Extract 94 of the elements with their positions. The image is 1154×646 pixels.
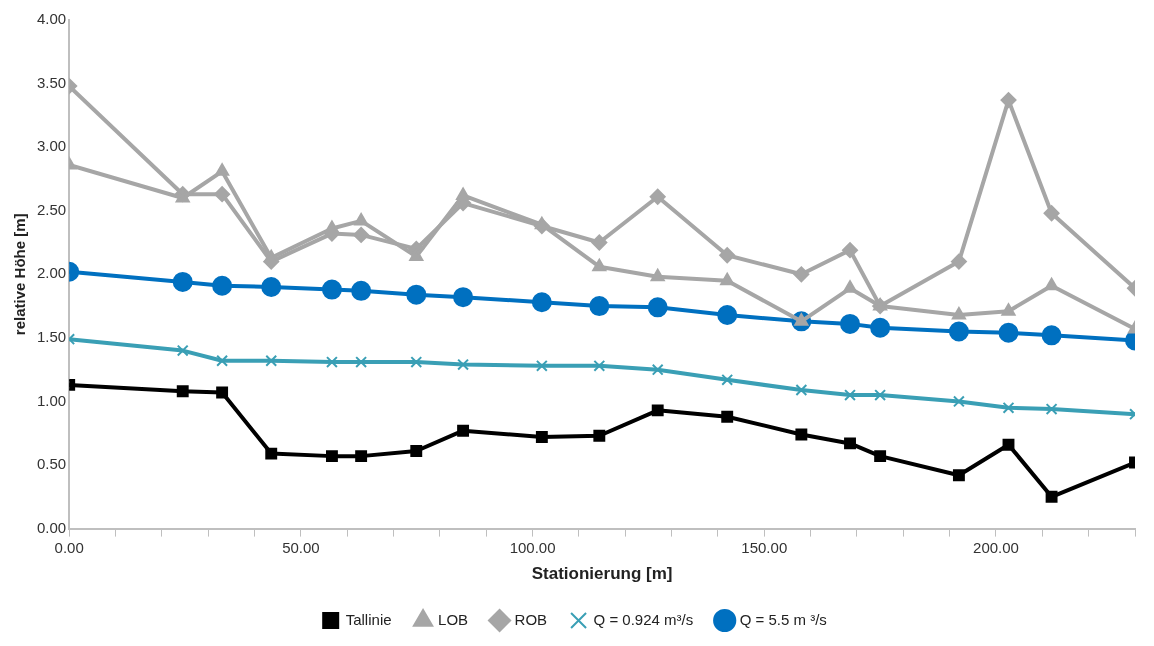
point	[721, 410, 734, 423]
point	[1043, 205, 1060, 222]
point	[324, 220, 339, 234]
y-tick-label: 0.50	[36, 455, 67, 473]
x-axis-title: Stationierung [m]	[531, 564, 673, 584]
point	[719, 247, 736, 264]
point	[842, 280, 858, 293]
x-tick-label: 150.00	[741, 538, 788, 556]
point	[952, 395, 965, 408]
point	[1000, 92, 1017, 109]
point	[410, 445, 423, 457]
point	[1045, 490, 1058, 503]
point	[952, 469, 965, 482]
point	[651, 404, 664, 417]
point	[874, 389, 887, 402]
point	[870, 317, 891, 338]
point	[410, 356, 423, 368]
legend-label: Tallinie	[345, 610, 392, 628]
point	[456, 187, 471, 200]
point	[265, 447, 278, 460]
point	[216, 354, 229, 367]
point	[649, 188, 666, 205]
point	[531, 292, 552, 313]
point	[457, 424, 470, 437]
point	[650, 268, 665, 282]
point	[844, 389, 856, 402]
point	[874, 450, 887, 463]
point	[215, 163, 230, 176]
point	[325, 450, 338, 463]
y-tick-label: 4.00	[36, 10, 67, 28]
point	[1041, 325, 1062, 346]
point	[592, 258, 607, 272]
point	[717, 304, 738, 325]
point	[589, 296, 610, 317]
point	[951, 306, 966, 320]
y-tick-label: 1.00	[36, 391, 67, 409]
point	[842, 242, 859, 259]
point	[172, 271, 193, 292]
point	[535, 431, 548, 443]
point	[948, 321, 969, 342]
y-tick-label: 0.00	[36, 518, 67, 536]
legend-label: Q = 0.924 m³/s	[593, 610, 694, 628]
point	[321, 279, 342, 300]
point	[873, 298, 888, 311]
point	[593, 359, 606, 372]
legend-label: Q = 5.5 m ³/s	[739, 610, 827, 628]
point	[591, 234, 608, 251]
point	[721, 373, 734, 386]
point	[1045, 403, 1058, 416]
x-tick-label: 100.00	[509, 538, 556, 556]
point	[176, 344, 189, 357]
point	[1002, 401, 1015, 414]
point	[355, 356, 368, 368]
point	[354, 212, 369, 226]
y-tick-label: 3.50	[36, 73, 67, 91]
point	[176, 385, 189, 398]
point	[261, 277, 282, 298]
point	[1001, 303, 1016, 316]
y-tick-label: 3.00	[36, 137, 67, 155]
point	[265, 354, 278, 367]
point	[795, 428, 808, 441]
point	[453, 287, 474, 308]
point	[720, 272, 735, 286]
y-tick-label: 1.50	[36, 328, 67, 346]
point	[998, 322, 1019, 343]
x-tick-label: 50.00	[282, 538, 320, 556]
x-tick-label: 200.00	[973, 538, 1019, 556]
legend-label: ROB	[514, 610, 548, 628]
point	[535, 359, 548, 372]
point	[325, 356, 338, 368]
y-tick-label: 2.00	[36, 264, 67, 282]
y-tick-label: 2.50	[36, 200, 67, 218]
point	[795, 384, 808, 396]
point	[212, 275, 233, 296]
point	[214, 186, 231, 203]
legend-label: LOB	[438, 610, 469, 628]
point	[793, 266, 810, 283]
point	[950, 253, 967, 270]
point	[353, 226, 370, 243]
y-axis-title: relative Höhe [m]	[11, 213, 29, 336]
x-tick-label: 0.00	[54, 538, 84, 556]
point	[216, 386, 229, 399]
point	[1044, 277, 1059, 291]
point	[844, 437, 856, 450]
point	[651, 363, 664, 376]
point	[457, 358, 470, 371]
point	[264, 249, 279, 263]
point	[647, 297, 668, 318]
point	[406, 284, 427, 305]
point	[1002, 438, 1015, 451]
point	[355, 450, 368, 463]
point	[840, 313, 861, 334]
point	[351, 280, 372, 301]
point	[593, 429, 606, 442]
